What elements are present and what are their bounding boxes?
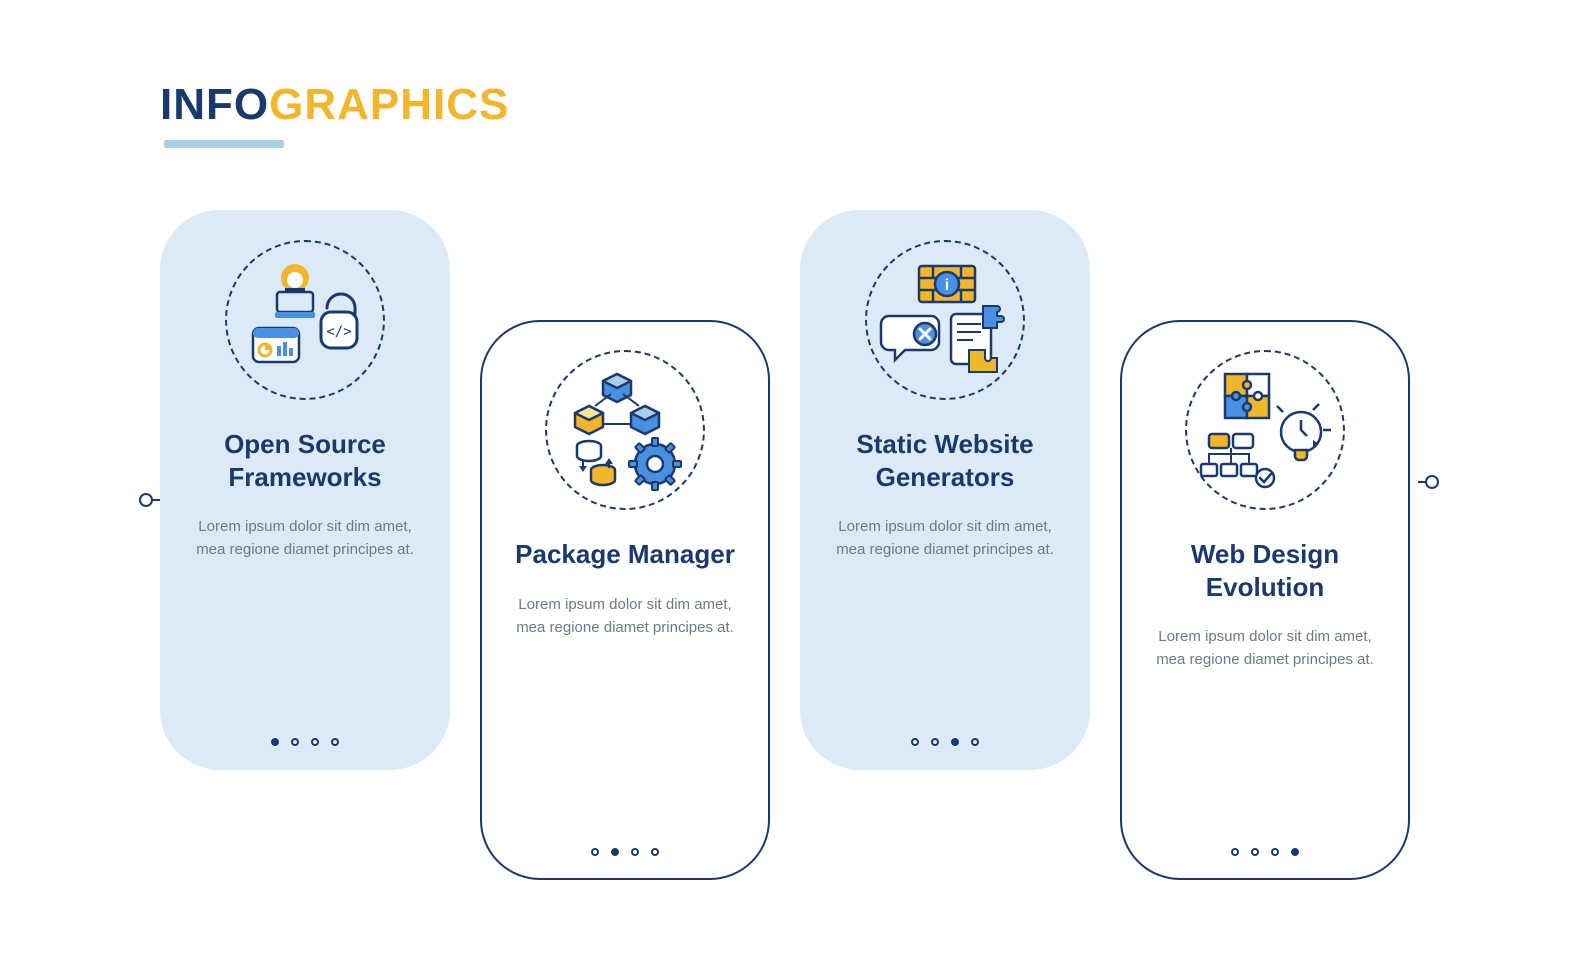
dot-indicator [911,738,919,746]
icon-circle [545,350,705,510]
title-underline [164,140,284,148]
dot-indicator [331,738,339,746]
dot-indicator [611,848,619,856]
title-part2: GRAPHICS [269,80,509,129]
card-dots [591,848,659,856]
card-body: Lorem ipsum dolor sit dim amet, mea regi… [1150,625,1380,672]
card-title: Static Website Generators [830,428,1060,493]
dot-indicator [1271,848,1279,856]
card-web-design: Web Design Evolution Lorem ipsum dolor s… [1120,320,1410,880]
connector-right-node [1425,475,1439,489]
dot-indicator [971,738,979,746]
card-body: Lorem ipsum dolor sit dim amet, mea regi… [190,515,420,562]
card-dots [271,738,339,746]
card-dots [1231,848,1299,856]
card-body: Lorem ipsum dolor sit dim amet, mea regi… [830,515,1060,562]
svg-text:</>: </> [326,324,351,340]
icon-circle: </> [225,240,385,400]
card-open-source: </> Open Source Frameworks Lorem ipsum d… [160,210,450,770]
page-title: INFOGRAPHICS [160,80,509,130]
dot-indicator [1251,848,1259,856]
card-static-generator: i Static Website Generators Lorem ipsum … [800,210,1090,770]
card-title: Open Source Frameworks [190,428,420,493]
cards-container: </> Open Source Frameworks Lorem ipsum d… [160,210,1420,880]
card-title: Package Manager [515,538,735,571]
card-package-manager: Package Manager Lorem ipsum dolor sit di… [480,320,770,880]
package-manager-icon [555,360,695,500]
dot-indicator [291,738,299,746]
dot-indicator [311,738,319,746]
icon-circle [1185,350,1345,510]
web-design-icon [1195,360,1335,500]
card-body: Lorem ipsum dolor sit dim amet, mea regi… [510,593,740,640]
dot-indicator [951,738,959,746]
icon-circle: i [865,240,1025,400]
card-dots [911,738,979,746]
static-generator-icon: i [875,250,1015,390]
dot-indicator [931,738,939,746]
dot-indicator [631,848,639,856]
dot-indicator [271,738,279,746]
card-title: Web Design Evolution [1150,538,1380,603]
title-part1: INFO [160,80,269,129]
connector-left-node [139,493,153,507]
dot-indicator [651,848,659,856]
svg-text:i: i [945,277,949,294]
dot-indicator [1291,848,1299,856]
open-source-icon: </> [235,250,375,390]
header: INFOGRAPHICS [160,80,509,148]
dot-indicator [591,848,599,856]
dot-indicator [1231,848,1239,856]
